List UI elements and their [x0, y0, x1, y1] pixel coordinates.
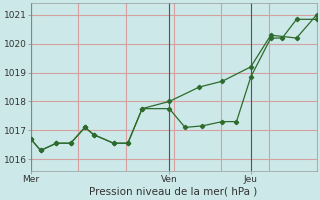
X-axis label: Pression niveau de la mer( hPa ): Pression niveau de la mer( hPa ) — [90, 187, 258, 197]
